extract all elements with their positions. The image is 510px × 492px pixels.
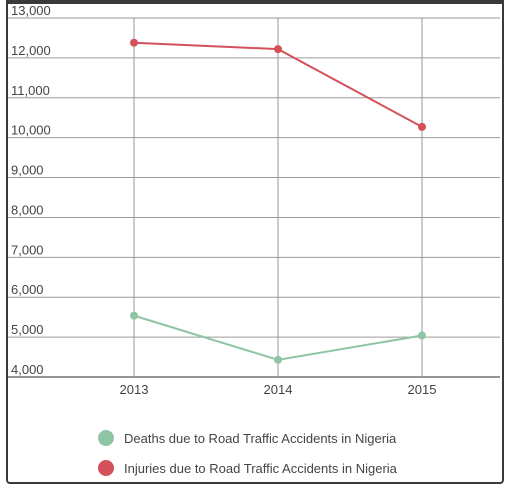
y-tick-label: 8,000	[11, 202, 44, 217]
y-tick-label: 6,000	[11, 282, 44, 297]
legend-label-deaths: Deaths due to Road Traffic Accidents in …	[124, 430, 397, 446]
x-tick-label: 2014	[264, 382, 293, 397]
legend-swatch-deaths	[98, 430, 114, 446]
x-tick-label: 2015	[408, 382, 437, 397]
y-tick-label: 12,000	[11, 43, 51, 58]
series-0-point	[130, 311, 138, 320]
series-1-point	[418, 122, 426, 131]
legend-item-deaths[interactable]: Deaths due to Road Traffic Accidents in …	[98, 428, 498, 448]
x-axis-tick-labels: 2013 2014 2015	[120, 382, 437, 397]
chart-frame	[6, 0, 504, 484]
series-layer	[130, 38, 426, 364]
y-axis-tick-labels: 13,000 12,000 11,000 10,000 9,000 8,000 7,000 6…	[11, 3, 51, 377]
y-tick-label: 11,000	[11, 83, 50, 98]
y-tick-label: 7,000	[11, 242, 44, 257]
series-1-point	[130, 38, 138, 47]
series-1-point	[274, 45, 282, 54]
legend-swatch-injuries	[98, 460, 114, 476]
legend-label-injuries: Injuries due to Road Traffic Accidents i…	[124, 460, 397, 476]
series-0-point	[418, 331, 426, 340]
y-tick-label: 9,000	[11, 163, 44, 178]
series-0-point	[274, 355, 282, 364]
x-tick-label: 2013	[120, 382, 149, 397]
grid-layer	[8, 17, 500, 378]
y-tick-label: 4,000	[11, 362, 44, 377]
y-tick-label: 10,000	[11, 123, 51, 138]
y-tick-label: 5,000	[11, 322, 44, 337]
legend-item-injuries[interactable]: Injuries due to Road Traffic Accidents i…	[98, 458, 498, 478]
y-tick-label: 13,000	[11, 3, 51, 18]
legend: Deaths due to Road Traffic Accidents in …	[98, 428, 498, 488]
line-chart: 13,000 12,000 11,000 10,000 9,000 8,000 7,000 6…	[8, 3, 500, 397]
